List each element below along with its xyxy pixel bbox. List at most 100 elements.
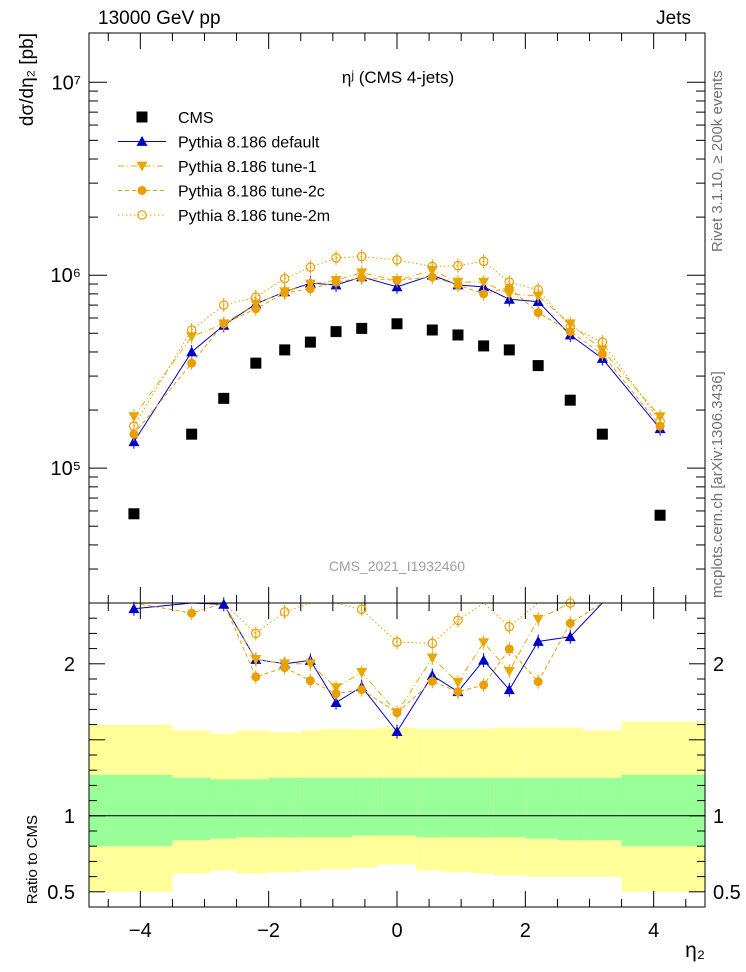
x-tick-label: −2 [257,920,280,942]
data-point [391,318,403,330]
ratio-y-tick-label: 0.5 [47,882,75,904]
data-point [304,336,316,348]
band-stat-sys [621,774,705,847]
legend: CMS Pythia 8.186 default Pythia 8.186 tune… [118,110,330,225]
ratio-point [478,654,490,665]
data-point [186,325,197,335]
data-point [503,344,515,356]
ratio-point [391,726,403,737]
ratio-y-tick-label: 1 [64,806,75,828]
band-stat-sys [525,777,558,839]
band-stat-sys [377,777,417,836]
band-stat-sys [352,777,378,836]
data-point [129,429,139,439]
ratio-point [453,687,463,697]
ratio-point [280,663,290,673]
legend-marker [137,186,147,195]
ratio-y-tick-label-right: 2 [713,654,724,676]
ratio-point [392,708,402,718]
x-tick-label: −4 [129,920,152,942]
legend-marker [136,136,148,146]
legend-marker [136,161,148,172]
series-line-1 [133,274,661,443]
ratio-point [356,604,367,615]
header-left: 13000 GeV pp [98,8,221,29]
main-series-markers [128,249,666,521]
data-point [453,280,463,290]
legend-label: Pythia 8.186 default [178,135,320,152]
data-point [279,273,290,284]
band-stat-sys [172,777,211,841]
data-point [427,272,437,282]
data-point [504,277,515,287]
ratio-point [452,678,464,688]
ratio-point [453,615,463,626]
ratio-point [356,668,368,678]
ratio-point [250,655,262,665]
data-point [597,349,607,359]
legend-label: CMS [178,110,214,127]
band-stat-sys [416,777,442,838]
band-stat-sys [89,774,173,847]
legend-label: Pythia 8.186 tune-2m [178,208,330,225]
ratio-point [532,614,544,625]
data-point [186,332,198,343]
data-point [331,277,341,287]
data-point [478,277,490,288]
data-point [533,308,543,318]
y-tick-label: 10⁵ [50,458,81,480]
ratio-point [565,618,575,628]
data-point [128,436,140,447]
band-stat-sys [583,777,622,841]
ratio-line-3 [133,602,661,714]
ratio-point [279,607,290,617]
data-point [128,508,140,520]
data-point [251,304,261,314]
data-point [655,416,665,427]
ratio-y-tick-label-right: 0.5 [713,882,741,904]
ratio-point [251,628,261,639]
ratio-y-tick-label-right: 1 [713,806,724,828]
y-tick-label: 10⁷ [52,72,81,94]
ratio-axis-ticks: 0.5 0.5 1 1 2 2 −4 −2 0 2 4 [47,602,741,942]
ratio-point [504,644,514,654]
data-point [565,322,576,332]
data-point [279,344,291,356]
ratio-point [503,684,515,695]
data-point [392,275,402,285]
ratio-point [479,680,489,690]
ratio-point [503,666,515,677]
data-point [479,289,489,299]
x-tick-label: 2 [520,920,531,942]
legend-label: Pythia 8.186 tune-2c [178,184,325,201]
band-stat-sys [441,777,474,838]
ratio-point [564,631,576,642]
data-point [330,326,342,338]
ratio-point [427,676,437,686]
watermark: CMS_2021_I1932460 [329,558,465,574]
data-point [564,394,576,406]
band-stat-sys [300,777,320,838]
y-tick-label: 10⁶ [51,265,81,287]
ratio-point [251,672,261,682]
ratio-bands [89,721,705,892]
ratio-point [504,621,515,632]
data-point [596,428,608,440]
ratio-series-markers [128,596,576,739]
data-point [218,300,229,310]
data-point [356,322,368,334]
ratio-point [532,635,544,646]
ratio-point [331,689,341,699]
x-axis-label: η₂ [685,939,705,962]
ratio-point [218,598,230,609]
ratio-point [426,653,438,664]
data-point [305,262,316,273]
main-axis-ticks: 10⁵ 10⁶ 10⁷ [50,33,705,604]
ratio-point [304,659,316,670]
y-axis-label: dσ/dη₂ [pb] [17,33,38,126]
legend-marker [137,210,147,220]
data-point [478,340,490,352]
ratio-point [357,685,367,695]
band-stat-sys [557,777,584,841]
